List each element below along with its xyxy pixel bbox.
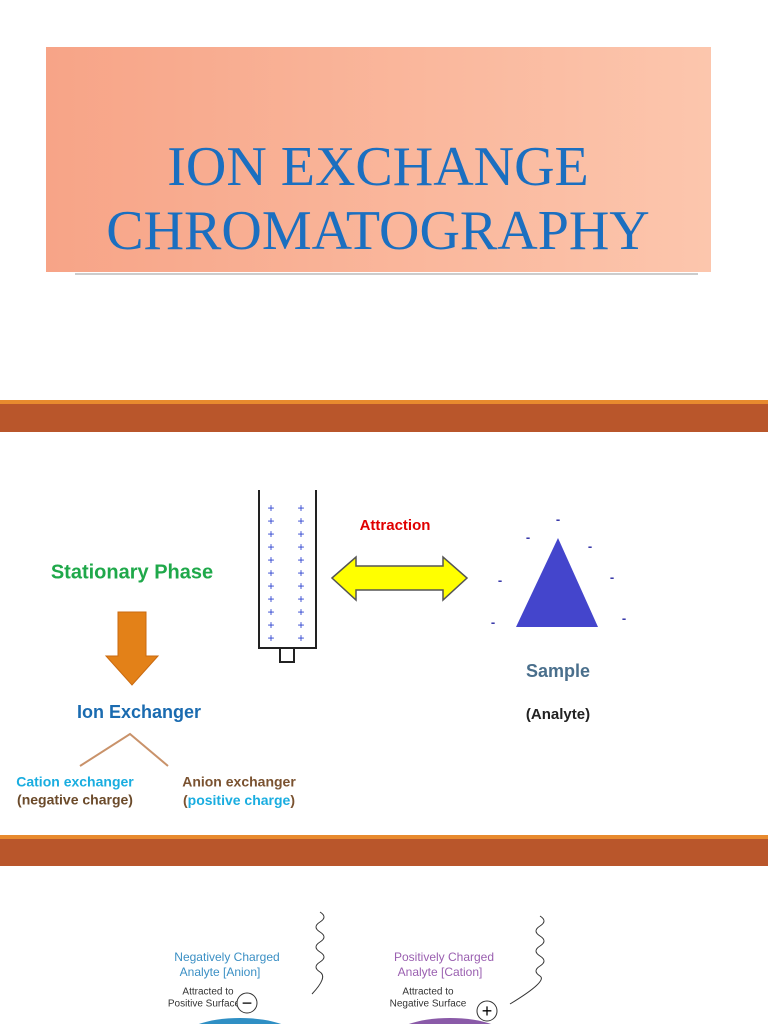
- analyte-charge: -: [498, 572, 502, 587]
- column-charge: +: [297, 579, 304, 593]
- charge-sign: −: [242, 993, 253, 1013]
- anion-charge: positive charge: [188, 792, 291, 808]
- paren: (: [183, 792, 188, 808]
- column-charge: +: [267, 566, 274, 580]
- column-charge: +: [297, 514, 304, 528]
- column-charge: +: [297, 540, 304, 554]
- column-charge: +: [267, 501, 274, 515]
- caption: Positive Surface: [168, 999, 241, 1010]
- column-charge: +: [297, 618, 304, 632]
- surface: [198, 1018, 282, 1024]
- left-caption: Negatively Charged Analyte [Anion] Attra…: [168, 950, 280, 1009]
- cation-charge: (negative charge): [17, 792, 133, 808]
- down-arrow: [104, 611, 160, 686]
- surface: [408, 1018, 492, 1024]
- column-charge: +: [267, 631, 274, 645]
- band-stripe: [0, 400, 768, 404]
- caption: Attracted to: [402, 987, 454, 998]
- double-arrow: [330, 555, 469, 602]
- column-charge: +: [267, 579, 274, 593]
- analyte-charge: -: [526, 529, 530, 544]
- sample: Sample: [526, 661, 590, 681]
- column-outlet: [279, 647, 295, 663]
- anion-charge-line: (positive charge): [183, 792, 295, 808]
- column-charge: +: [297, 527, 304, 541]
- ion-exchanger: Ion Exchanger: [77, 702, 201, 722]
- column-charge: +: [267, 618, 274, 632]
- caption: Positively Charged: [394, 950, 494, 964]
- caption: Attracted to: [182, 987, 234, 998]
- column-charge: +: [297, 501, 304, 515]
- branch-lines: [79, 732, 169, 767]
- column-charge: +: [267, 527, 274, 541]
- charge-circle: [236, 992, 258, 1014]
- analyte-triangle: [516, 538, 598, 627]
- stationary-phase: Stationary Phase: [51, 561, 213, 583]
- column-charge: +: [267, 605, 274, 619]
- column-charge: +: [297, 592, 304, 606]
- wavy-line: [311, 911, 325, 995]
- column-charge: +: [267, 592, 274, 606]
- analyte-charge: -: [556, 511, 560, 526]
- analyte: (Analyte): [526, 706, 590, 723]
- analyte-charge: -: [622, 610, 626, 625]
- column-charge: +: [297, 631, 304, 645]
- analyte-charge: -: [491, 614, 495, 629]
- paren: ): [290, 792, 295, 808]
- analyte-charge: -: [588, 538, 592, 553]
- column-charge: +: [297, 605, 304, 619]
- caption: Analyte [Cation]: [398, 965, 483, 979]
- caption: Negative Surface: [390, 999, 467, 1010]
- analyte-charge: -: [610, 569, 614, 584]
- caption: Analyte [Anion]: [180, 965, 261, 979]
- wavy-line: [509, 915, 545, 1005]
- band-stripe: [0, 835, 768, 839]
- title-line: CHROMATOGRAPHY: [106, 200, 650, 262]
- column-charge: +: [297, 566, 304, 580]
- right-caption: Positively Charged Analyte [Cation] Attr…: [390, 950, 494, 1009]
- charge-circle: [476, 1000, 498, 1022]
- title-line: ION EXCHANGE: [167, 136, 589, 198]
- anion-name: Anion exchanger: [182, 774, 296, 790]
- cation-name: Cation exchanger: [16, 774, 134, 790]
- column: + ++ ++ ++ ++ ++ ++ ++ ++ ++ ++ +: [258, 490, 317, 663]
- band: [0, 400, 768, 432]
- caption: Negatively Charged: [174, 950, 279, 964]
- analyte-charges: - - - - - - -: [491, 511, 626, 629]
- column-charge: +: [267, 540, 274, 554]
- column-charge: +: [267, 514, 274, 528]
- column-charge: +: [267, 553, 274, 567]
- title-box: [46, 47, 711, 272]
- attraction: Attraction: [360, 517, 431, 534]
- charge-sign: +: [482, 1001, 493, 1021]
- band: [0, 835, 768, 866]
- column-charge: +: [297, 553, 304, 567]
